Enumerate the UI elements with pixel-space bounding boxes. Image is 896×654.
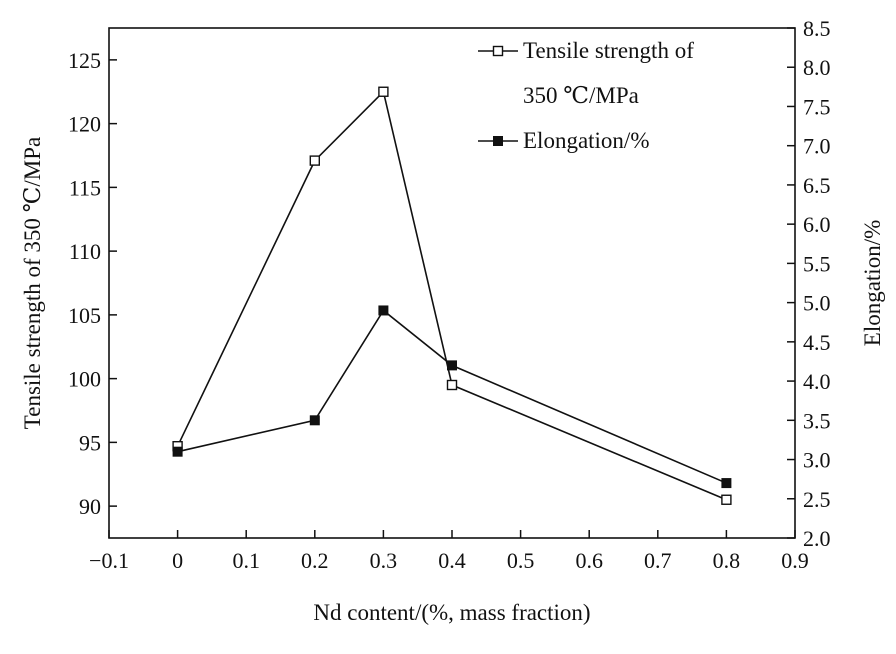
data-point-series-1 xyxy=(721,494,732,505)
series-layer xyxy=(172,86,732,505)
x-tick-label: 0.7 xyxy=(644,548,672,573)
left-y-tick-label: 115 xyxy=(69,175,101,200)
left-y-axis-title: Tensile strength of 350 ℃/MPa xyxy=(20,137,45,429)
x-tick-label: 0.5 xyxy=(507,548,535,573)
x-tick-label: 0.4 xyxy=(438,548,466,573)
data-point-series-1 xyxy=(446,379,458,391)
right-y-tick-label: 8.0 xyxy=(803,55,831,80)
left-y-tick-label: 125 xyxy=(68,48,101,73)
left-y-tick-label: 120 xyxy=(68,112,101,137)
x-tick-label: 0.2 xyxy=(301,548,329,573)
x-tick-label: 0.8 xyxy=(713,548,741,573)
x-tick-label: −0.1 xyxy=(89,548,129,573)
right-y-tick-label: 3.0 xyxy=(803,448,831,473)
left-y-tick-label: 95 xyxy=(79,430,101,455)
data-point-series-2 xyxy=(721,478,732,489)
legend-marker-elongation xyxy=(493,136,503,146)
data-point-series-2 xyxy=(309,415,320,426)
right-y-tick-label: 6.5 xyxy=(803,173,831,198)
right-y-tick-label: 7.5 xyxy=(803,94,831,119)
left-y-tick-label: 105 xyxy=(68,303,101,328)
right-y-tick-label: 4.0 xyxy=(803,369,831,394)
data-point-series-1 xyxy=(309,155,320,166)
legend-marker-tensile xyxy=(492,45,504,57)
right-y-tick-label: 3.5 xyxy=(803,408,831,433)
data-point-series-2 xyxy=(172,446,183,457)
legend-label-elongation: Elongation/% xyxy=(523,128,649,153)
legend-label-tensile-unit: 350 ℃/MPa xyxy=(523,83,639,108)
right-y-tick-label: 5.5 xyxy=(803,251,831,276)
left-y-axis-ticks: 90 95 100 105 110 115 120 125 xyxy=(68,48,117,519)
right-y-tick-label: 6.0 xyxy=(803,212,831,237)
x-tick-label: 0.1 xyxy=(232,548,260,573)
x-tick-label: 0.9 xyxy=(781,548,809,573)
left-y-tick-label: 100 xyxy=(68,367,101,392)
right-y-tick-label: 4.5 xyxy=(803,330,831,355)
right-y-tick-label: 5.0 xyxy=(803,291,831,316)
data-point-series-2 xyxy=(378,305,389,316)
x-tick-label: 0 xyxy=(172,548,183,573)
left-y-tick-label: 90 xyxy=(79,494,101,519)
left-y-tick-label: 110 xyxy=(69,239,101,264)
x-axis-ticks: −0.1 0 0.1 0.2 0.3 0.4 0.5 0.6 0.7 0.8 0.9 xyxy=(89,530,809,573)
x-tick-label: 0.3 xyxy=(370,548,398,573)
x-axis-title: Nd content/(%, mass fraction) xyxy=(313,600,590,625)
right-y-axis-title: Elongation/% xyxy=(860,220,885,346)
legend-label-tensile: Tensile strength of xyxy=(523,38,694,63)
right-y-axis-ticks: 2.0 2.5 3.0 3.5 4.0 4.5 5.0 5.5 6.0 6.5 7.0 7.5 8.0 8… xyxy=(787,16,831,551)
data-point-series-1 xyxy=(378,86,389,97)
plot-frame xyxy=(108,27,796,539)
data-point-series-2 xyxy=(447,360,457,371)
legend: Tensile strength of 350 ℃/MPa Elongation/% xyxy=(478,38,694,153)
right-y-tick-label: 7.0 xyxy=(803,134,831,159)
series-line-2 xyxy=(177,309,727,484)
right-y-tick-label: 2.0 xyxy=(803,526,831,551)
right-y-tick-label: 2.5 xyxy=(803,487,831,512)
right-y-tick-label: 8.5 xyxy=(803,16,831,41)
x-tick-label: 0.6 xyxy=(575,548,603,573)
